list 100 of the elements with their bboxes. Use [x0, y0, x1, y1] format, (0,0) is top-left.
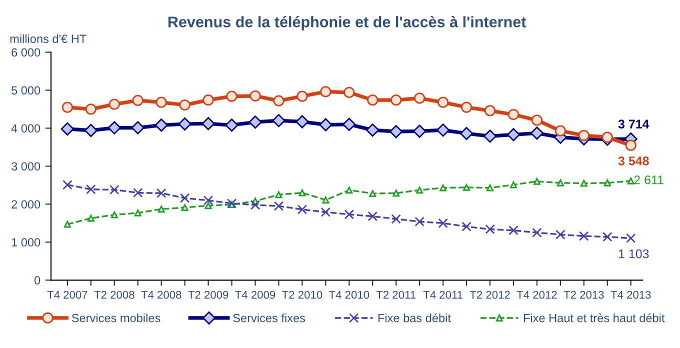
point [484, 105, 496, 116]
point [627, 177, 634, 184]
point [203, 196, 214, 206]
point [110, 184, 120, 195]
point [602, 232, 612, 242]
point [178, 117, 192, 131]
point [508, 226, 518, 236]
point [84, 124, 98, 138]
point [202, 94, 214, 106]
point [62, 102, 73, 113]
point [273, 95, 284, 106]
point [485, 224, 495, 234]
annotation: 1 103 [618, 249, 649, 258]
point [510, 181, 517, 188]
point [483, 130, 497, 143]
point [272, 114, 286, 128]
x-tick-label: T2 2013 [564, 290, 604, 299]
y-tick-label: 2 000 [12, 200, 40, 209]
point [250, 200, 260, 210]
legend-label: Fixe bas débit [378, 313, 451, 322]
point [250, 90, 261, 102]
point [533, 178, 540, 185]
point [134, 209, 142, 216]
point [156, 96, 167, 108]
point [625, 140, 636, 151]
point [319, 118, 332, 132]
chart-title: Revenus de la téléphonie et de l'accès à l'internet [168, 16, 526, 30]
point [368, 211, 378, 222]
point [437, 96, 449, 108]
point [64, 220, 71, 228]
x-tick-label: T2 2012 [470, 290, 510, 299]
point [578, 130, 590, 141]
point [108, 121, 121, 134]
point [366, 123, 380, 137]
point [60, 122, 74, 136]
point [108, 98, 120, 110]
x-tick-label: T4 2010 [329, 290, 370, 299]
x-tick-label: T4 2011 [423, 290, 462, 299]
point [179, 99, 190, 111]
x-tick-label: T4 2009 [235, 290, 276, 299]
point [275, 191, 282, 198]
point [154, 118, 168, 132]
point [391, 214, 401, 224]
x-tick-label: T2 2008 [94, 290, 134, 299]
point [530, 126, 544, 140]
point [344, 210, 354, 220]
point [390, 94, 402, 106]
point [438, 218, 448, 228]
point [602, 132, 613, 143]
point [342, 118, 356, 131]
y-tick-label: 3 000 [11, 162, 40, 171]
point [110, 211, 118, 218]
point [86, 184, 96, 194]
point [392, 190, 400, 197]
point [508, 108, 520, 120]
point [156, 188, 166, 198]
point [226, 90, 238, 102]
legend-label: Services fixes [233, 314, 306, 322]
point [298, 189, 306, 196]
point [87, 214, 94, 222]
x-tick-label: T4 2012 [516, 290, 557, 299]
point [133, 188, 143, 198]
point [322, 196, 330, 204]
point [436, 123, 450, 137]
point [460, 102, 472, 113]
point [158, 206, 165, 213]
point [85, 104, 96, 115]
point [62, 180, 72, 190]
point [412, 124, 426, 138]
point [604, 179, 611, 186]
point [462, 222, 472, 232]
point [556, 230, 566, 240]
x-tick-label: T2 2010 [282, 290, 322, 299]
point [296, 90, 308, 102]
legend-label: Fixe Haut et très haut débit [524, 313, 665, 322]
point [344, 86, 355, 98]
x-tick-label: T2 2009 [188, 290, 228, 299]
point [531, 114, 543, 126]
point [556, 179, 564, 186]
point [132, 94, 144, 106]
point [296, 115, 309, 128]
point [463, 184, 470, 191]
point [506, 128, 520, 142]
point [440, 184, 447, 192]
point [180, 193, 190, 203]
point [274, 201, 284, 211]
legend-label: Services mobiles [72, 314, 160, 322]
point [131, 121, 144, 134]
point [460, 126, 474, 140]
y-tick-label: 0 [34, 276, 40, 285]
point [181, 204, 188, 212]
point [416, 186, 424, 194]
point [486, 184, 494, 192]
annotation: 2 611 [634, 175, 664, 184]
point [346, 186, 353, 194]
point [532, 228, 542, 238]
point [367, 94, 378, 106]
point [369, 190, 376, 197]
y-tick-label: 4 000 [11, 124, 40, 133]
point [626, 233, 636, 244]
